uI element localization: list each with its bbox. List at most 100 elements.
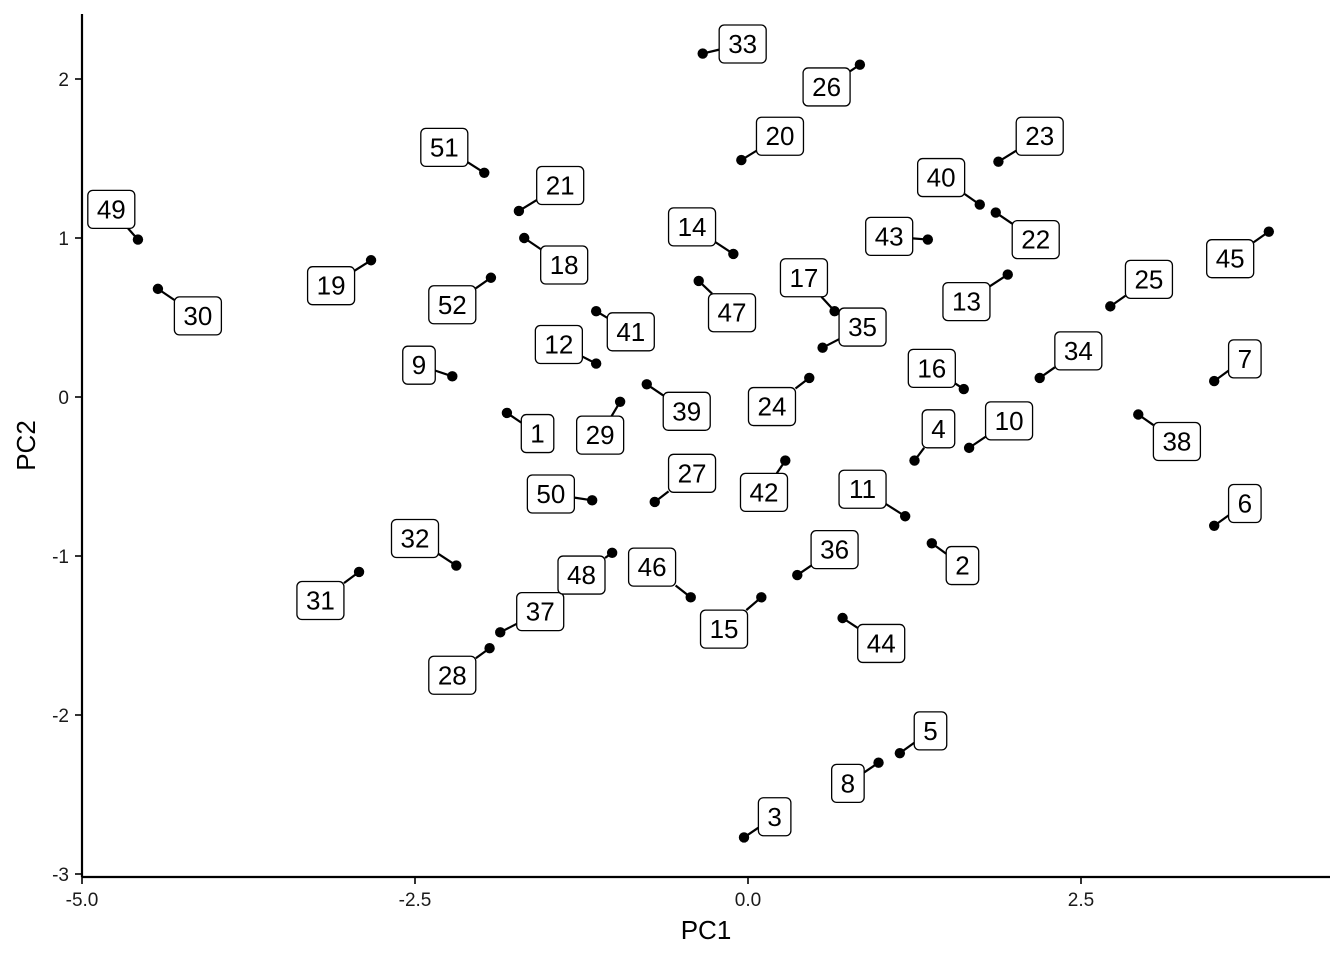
point-label-box (1206, 239, 1255, 279)
point-label-box (757, 797, 792, 837)
point-3 (738, 832, 750, 843)
point-5 (894, 747, 906, 759)
point-13 (1002, 269, 1013, 280)
point-27 (649, 496, 660, 508)
point-label-text: 51 (430, 132, 459, 162)
point-label-text: 45 (1216, 244, 1245, 274)
point-label-3: 3 (757, 797, 792, 837)
point-33 (697, 48, 708, 59)
point-label-5: 5 (913, 711, 948, 751)
point-label-text: 44 (867, 628, 896, 658)
point-29 (614, 396, 626, 407)
point-label-21: 21 (536, 165, 585, 206)
point-30 (152, 283, 164, 295)
point-label-2: 2 (945, 545, 980, 586)
point-label-box (779, 258, 829, 298)
point-label-30: 30 (173, 296, 223, 336)
x-tick-label: -2.5 (399, 890, 432, 911)
point-45 (1263, 226, 1275, 237)
point-label-box (667, 453, 717, 493)
point-label-25: 25 (1124, 259, 1174, 299)
point-label-box (907, 348, 956, 389)
point-label-box (390, 518, 440, 559)
point-label-15: 15 (699, 609, 749, 649)
point-label-text: 12 (544, 330, 573, 360)
point-label-text: 31 (306, 586, 335, 616)
point-label-box (831, 763, 865, 804)
point-label-44: 44 (857, 623, 906, 664)
x-axis-ticks: -5.0 -2.5 0.0 2.5 (66, 877, 1094, 911)
point-label-box (1227, 339, 1262, 379)
point-label-38: 38 (1152, 421, 1202, 462)
point-label-47: 47 (707, 293, 757, 333)
point-label-36: 36 (810, 529, 859, 570)
point-label-text: 16 (917, 353, 946, 383)
point-label-17: 17 (779, 258, 829, 298)
point-label-9: 9 (402, 345, 436, 385)
point-label-box (667, 207, 717, 247)
point-2 (926, 538, 938, 549)
point-52 (485, 272, 497, 283)
point-label-box (857, 623, 906, 664)
point-label-43: 43 (865, 216, 914, 257)
point-label-10: 10 (984, 401, 1034, 441)
point-18 (519, 232, 530, 244)
point-label-31: 31 (296, 580, 345, 621)
point-label-text: 6 (1238, 489, 1252, 519)
point-label-51: 51 (420, 127, 469, 168)
point-label-13: 13 (942, 281, 991, 322)
point-label-text: 32 (401, 524, 430, 554)
point-1 (501, 407, 513, 419)
point-label-box (536, 165, 585, 206)
point-label-box (306, 266, 356, 306)
point-label-text: 49 (97, 194, 126, 224)
point-label-text: 14 (678, 212, 707, 242)
point-label-text: 21 (546, 171, 575, 201)
point-48 (606, 547, 618, 559)
point-label-text: 5 (923, 716, 937, 746)
point-label-24: 24 (747, 386, 797, 427)
point-label-box (945, 545, 980, 586)
point-42 (780, 455, 791, 466)
point-label-33: 33 (718, 24, 767, 64)
point-label-box (428, 655, 477, 695)
point-label-text: 3 (767, 802, 781, 832)
y-axis-ticks: -3 -2 -1 0 1 2 (52, 70, 82, 886)
point-14 (728, 248, 739, 260)
point-label-text: 27 (678, 458, 707, 488)
y-axis-title: PC2 (11, 420, 41, 471)
point-label-39: 39 (662, 391, 711, 431)
point-label-box (526, 474, 576, 514)
point-label-22: 22 (1011, 219, 1060, 260)
point-23 (993, 156, 1004, 167)
point-31 (353, 566, 365, 578)
point-label-text: 39 (672, 396, 701, 426)
point-46 (685, 592, 696, 603)
point-7 (1209, 375, 1220, 387)
point-26 (854, 59, 866, 70)
point-label-text: 30 (183, 301, 212, 331)
x-tick-label: 2.5 (1068, 890, 1094, 911)
point-label-8: 8 (831, 763, 865, 804)
point-label-box (810, 529, 859, 570)
y-tick-label: -2 (52, 706, 69, 727)
label-leader-lines (127, 48, 1270, 839)
point-label-box (1011, 219, 1060, 260)
point-label-28: 28 (428, 655, 477, 695)
point-label-40: 40 (916, 157, 966, 198)
x-axis-title: PC1 (681, 915, 732, 945)
point-label-box (984, 401, 1034, 441)
point-label-text: 50 (536, 479, 565, 509)
y-tick-label: 1 (58, 229, 69, 250)
point-label-box (516, 592, 565, 632)
point-label-11: 11 (838, 469, 887, 509)
point-label-6: 6 (1227, 483, 1262, 524)
point-12 (590, 358, 602, 369)
point-28 (484, 643, 495, 654)
point-label-35: 35 (838, 307, 887, 347)
point-label-text: 42 (750, 477, 779, 507)
point-label-text: 33 (728, 29, 757, 59)
point-label-text: 20 (766, 121, 795, 151)
